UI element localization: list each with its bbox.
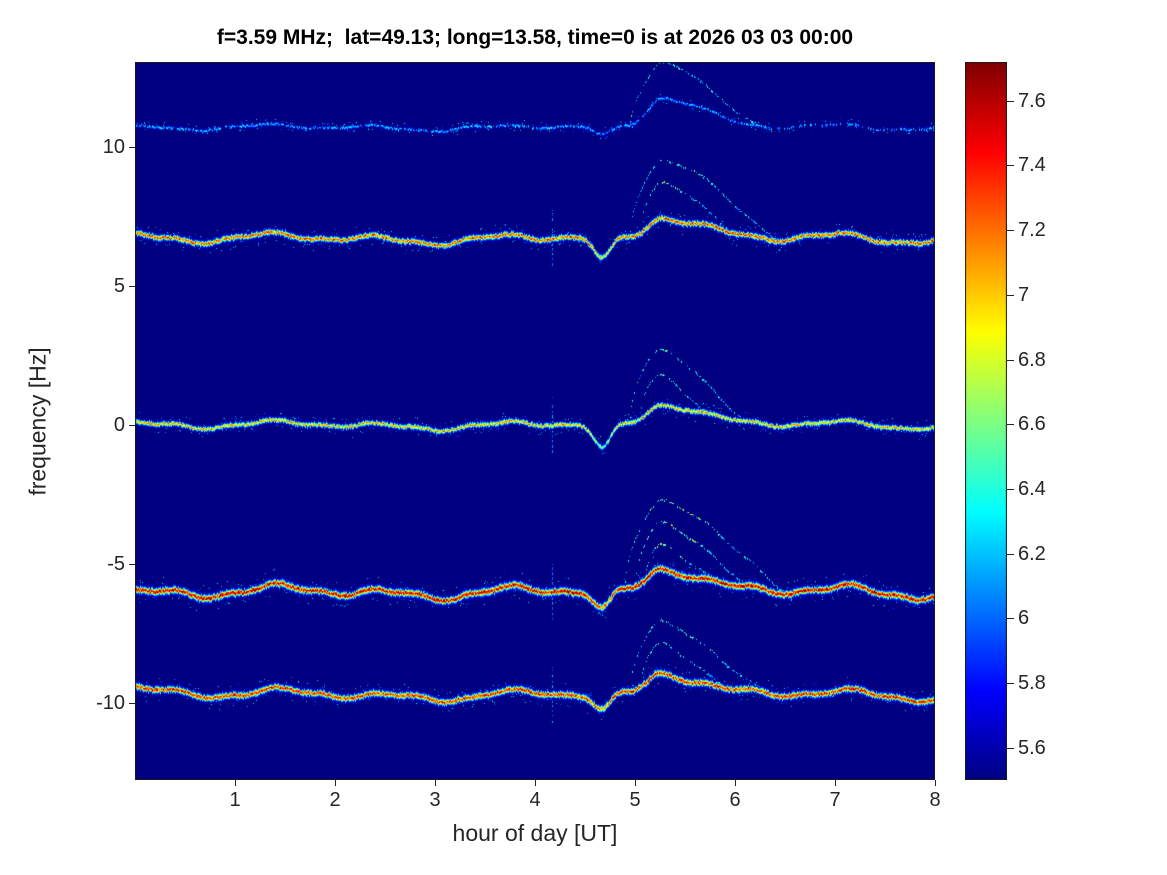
x-tick-mark bbox=[835, 780, 836, 786]
colorbar-tick-label: 6 bbox=[1018, 607, 1030, 630]
colorbar bbox=[965, 62, 1007, 780]
x-tick-mark bbox=[435, 780, 436, 786]
colorbar-tick-mark bbox=[1007, 747, 1014, 749]
x-tick-mark bbox=[535, 780, 536, 786]
x-tick-label: 3 bbox=[429, 789, 441, 811]
x-tick-label: 1 bbox=[229, 789, 241, 811]
y-tick-mark bbox=[129, 703, 135, 705]
colorbar-tick-label: 5.6 bbox=[1018, 736, 1046, 759]
chart-title: f=3.59 MHz; lat=49.13; long=13.58, time=… bbox=[216, 26, 854, 49]
y-tick-mark bbox=[129, 285, 135, 287]
y-tick-mark bbox=[129, 146, 135, 148]
y-tick-mark bbox=[129, 564, 135, 566]
y-tick-label: -5 bbox=[107, 553, 125, 576]
x-tick-label: 8 bbox=[929, 789, 941, 811]
colorbar-tick-label: 5.8 bbox=[1018, 671, 1046, 694]
colorbar-tick-label: 7.4 bbox=[1018, 154, 1046, 177]
colorbar-tick-label: 7 bbox=[1018, 283, 1030, 306]
colorbar-tick-label: 6.6 bbox=[1018, 413, 1046, 436]
x-tick-mark bbox=[235, 780, 236, 786]
y-axis-label: frequency [Hz] bbox=[24, 347, 51, 496]
x-tick-label: 5 bbox=[629, 789, 641, 811]
x-tick-mark bbox=[935, 780, 936, 786]
x-tick-label: 4 bbox=[529, 789, 541, 811]
colorbar-tick-mark bbox=[1007, 359, 1014, 361]
colorbar-tick-label: 6.8 bbox=[1018, 348, 1046, 371]
colorbar-tick-mark bbox=[1007, 682, 1014, 684]
y-tick-mark bbox=[129, 424, 135, 426]
colorbar-tick-label: 6.2 bbox=[1018, 542, 1046, 565]
colorbar-tick-mark bbox=[1007, 553, 1014, 555]
x-tick-mark bbox=[635, 780, 636, 786]
x-tick-mark bbox=[735, 780, 736, 786]
colorbar-tick-mark bbox=[1007, 294, 1014, 296]
y-tick-label: 0 bbox=[113, 413, 125, 436]
spectrogram-plot bbox=[135, 62, 935, 780]
colorbar-tick-mark bbox=[1007, 424, 1014, 426]
colorbar-tick-label: 7.2 bbox=[1018, 219, 1046, 242]
colorbar-tick-label: 7.6 bbox=[1018, 89, 1046, 112]
x-tick-label: 7 bbox=[829, 789, 841, 811]
y-tick-label: -10 bbox=[96, 692, 125, 715]
x-tick-mark bbox=[335, 780, 336, 786]
x-tick-label: 6 bbox=[729, 789, 741, 811]
colorbar-tick-mark bbox=[1007, 165, 1014, 167]
y-tick-label: 5 bbox=[113, 274, 125, 297]
y-tick-label: 10 bbox=[102, 135, 125, 158]
x-axis-label: hour of day [UT] bbox=[452, 820, 618, 846]
x-tick-label: 2 bbox=[329, 789, 341, 811]
colorbar-tick-mark bbox=[1007, 488, 1014, 490]
colorbar-tick-mark bbox=[1007, 100, 1014, 102]
colorbar-tick-mark bbox=[1007, 618, 1014, 620]
colorbar-tick-label: 6.4 bbox=[1018, 477, 1046, 500]
colorbar-tick-mark bbox=[1007, 230, 1014, 232]
